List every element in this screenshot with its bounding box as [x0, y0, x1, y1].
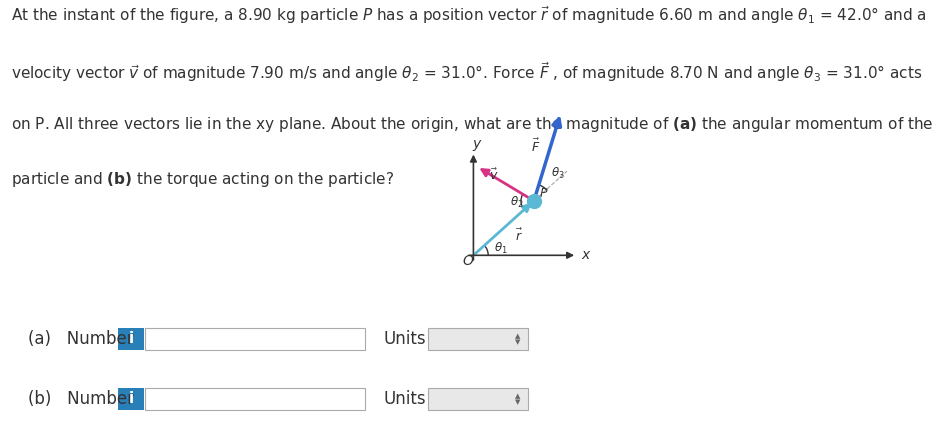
- Text: $\theta_3$: $\theta_3$: [551, 166, 564, 181]
- Text: particle and $\mathbf{(b)}$ the torque acting on the particle?: particle and $\mathbf{(b)}$ the torque a…: [11, 170, 394, 190]
- FancyBboxPatch shape: [118, 388, 144, 410]
- Text: $P$: $P$: [539, 187, 549, 200]
- FancyBboxPatch shape: [145, 328, 365, 350]
- Text: $\vec{r}$: $\vec{r}$: [516, 228, 523, 245]
- FancyBboxPatch shape: [428, 388, 528, 410]
- Text: $O$: $O$: [462, 254, 474, 268]
- FancyBboxPatch shape: [428, 328, 528, 350]
- Text: $\vec{F}$: $\vec{F}$: [531, 138, 540, 155]
- Text: (a)   Number: (a) Number: [28, 330, 133, 348]
- FancyBboxPatch shape: [145, 388, 365, 410]
- Text: ▲: ▲: [516, 393, 520, 399]
- Text: i: i: [129, 392, 133, 406]
- Text: At the instant of the figure, a 8.90 kg particle $P$ has a position vector $\vec: At the instant of the figure, a 8.90 kg …: [11, 4, 927, 26]
- Text: (b)   Number: (b) Number: [28, 390, 134, 408]
- Text: ▲: ▲: [516, 333, 520, 339]
- Text: i: i: [129, 331, 133, 346]
- Text: $\vec{v}$: $\vec{v}$: [488, 168, 499, 183]
- Text: Units: Units: [383, 390, 426, 408]
- FancyBboxPatch shape: [118, 328, 144, 350]
- Text: $\theta_1$: $\theta_1$: [494, 242, 507, 257]
- Text: $\theta_2$: $\theta_2$: [510, 195, 523, 210]
- Text: $y$: $y$: [472, 138, 482, 153]
- Text: Units: Units: [383, 330, 426, 348]
- Text: ▼: ▼: [516, 339, 520, 345]
- Text: on P. All three vectors lie in the xy plane. About the origin, what are the magn: on P. All three vectors lie in the xy pl…: [11, 115, 934, 134]
- Text: $x$: $x$: [581, 248, 591, 262]
- Text: ▼: ▼: [516, 399, 520, 405]
- Text: velocity vector $\vec{v}$ of magnitude 7.90 m/s and angle $\theta_2$ = 31.0°. Fo: velocity vector $\vec{v}$ of magnitude 7…: [11, 59, 922, 83]
